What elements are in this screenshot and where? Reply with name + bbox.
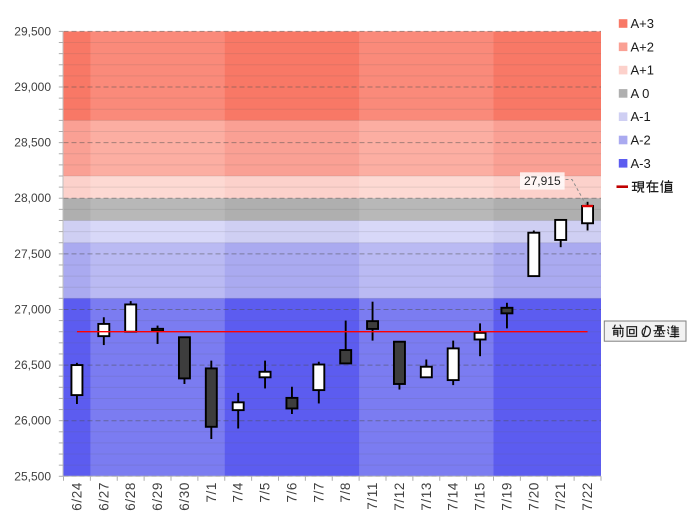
svg-text:7/1: 7/1 (204, 482, 219, 503)
svg-text:7/8: 7/8 (338, 482, 353, 503)
svg-text:7/20: 7/20 (526, 482, 541, 511)
svg-text:27,915: 27,915 (524, 174, 561, 188)
svg-text:7/12: 7/12 (392, 482, 407, 511)
svg-text:6/30: 6/30 (177, 482, 192, 511)
svg-text:7/13: 7/13 (419, 482, 434, 511)
svg-text:29,500: 29,500 (14, 24, 51, 38)
svg-text:A-1: A-1 (631, 109, 651, 124)
svg-text:27,500: 27,500 (14, 247, 51, 261)
svg-text:A+3: A+3 (631, 16, 655, 31)
svg-text:25,500: 25,500 (14, 469, 51, 483)
svg-text:7/11: 7/11 (365, 482, 380, 510)
svg-text:26,500: 26,500 (14, 358, 51, 372)
svg-text:7/4: 7/4 (231, 482, 246, 503)
svg-text:28,000: 28,000 (14, 191, 51, 205)
svg-text:29,000: 29,000 (14, 80, 51, 94)
svg-text:28,500: 28,500 (14, 136, 51, 150)
svg-text:A+1: A+1 (631, 63, 655, 78)
svg-text:7/15: 7/15 (473, 482, 488, 511)
svg-text:A-3: A-3 (631, 156, 651, 171)
svg-text:7/7: 7/7 (311, 482, 326, 503)
svg-text:7/14: 7/14 (446, 482, 461, 511)
svg-text:7/21: 7/21 (553, 482, 568, 511)
svg-text:7/19: 7/19 (499, 482, 514, 511)
svg-text:A+2: A+2 (631, 39, 655, 54)
svg-text:7/22: 7/22 (580, 482, 595, 511)
svg-text:7/5: 7/5 (258, 482, 273, 503)
svg-text:27,000: 27,000 (14, 302, 51, 316)
svg-text:6/28: 6/28 (123, 482, 138, 511)
svg-text:6/27: 6/27 (96, 482, 111, 511)
svg-text:7/6: 7/6 (284, 482, 299, 503)
svg-text:A-2: A-2 (631, 133, 651, 148)
svg-text:6/24: 6/24 (69, 482, 84, 511)
svg-text:26,000: 26,000 (14, 414, 51, 428)
svg-text:A 0: A 0 (631, 86, 650, 101)
svg-text:6/29: 6/29 (150, 482, 165, 511)
